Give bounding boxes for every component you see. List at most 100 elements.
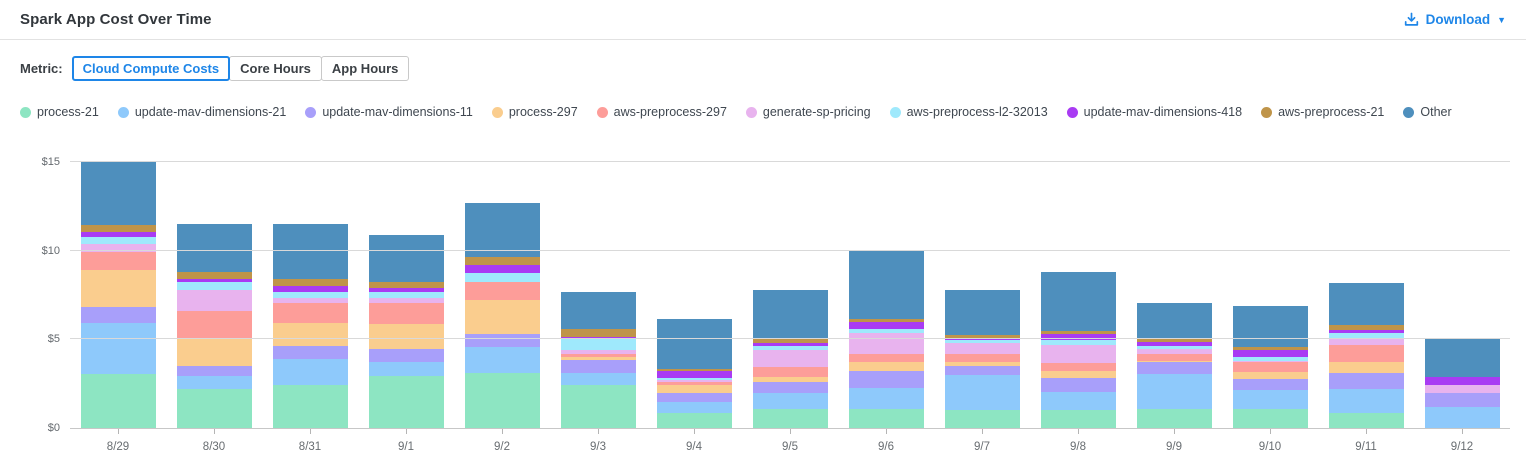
bar-segment-generate-sp-pricing[interactable] (272, 297, 348, 304)
bar-segment-generate-sp-pricing[interactable] (368, 297, 444, 304)
bar-segment-aws-preprocess-l2-32013[interactable] (752, 346, 828, 351)
bar-segment-generate-sp-pricing[interactable] (176, 289, 252, 311)
bar-segment-generate-sp-pricing[interactable] (1232, 360, 1308, 363)
bar-segment-process-21[interactable] (464, 373, 540, 428)
bar-8-29[interactable] (80, 162, 156, 428)
bar-segment-aws-preprocess-l2-32013[interactable] (368, 292, 444, 298)
bar-segment-aws-preprocess-21[interactable] (1040, 330, 1116, 335)
bar-segment-process-297[interactable] (560, 357, 636, 360)
bar-segment-process-21[interactable] (368, 375, 444, 428)
bar-segment-update-mav-dimensions-21[interactable] (1136, 373, 1212, 410)
metric-option-core-hours[interactable]: Core Hours (229, 56, 322, 81)
bar-segment-aws-preprocess-21[interactable] (848, 319, 924, 322)
bar-segment-generate-sp-pricing[interactable] (1424, 384, 1500, 393)
bar-segment-update-mav-dimensions-11[interactable] (368, 349, 444, 363)
legend-item-update-mav-dimensions-11[interactable]: update-mav-dimensions-11 (305, 105, 473, 119)
bar-segment-other[interactable] (464, 202, 540, 257)
bar-segment-process-297[interactable] (1136, 360, 1212, 363)
bar-segment-generate-sp-pricing[interactable] (1136, 349, 1212, 354)
bar-segment-update-mav-dimensions-11[interactable] (944, 365, 1020, 375)
bar-segment-process-297[interactable] (272, 323, 348, 347)
bar-segment-process-21[interactable] (272, 385, 348, 428)
bar-segment-update-mav-dimensions-21[interactable] (1232, 389, 1308, 410)
bar-segment-aws-preprocess-21[interactable] (1136, 338, 1212, 343)
bar-segment-update-mav-dimensions-418[interactable] (944, 338, 1020, 341)
bar-segment-process-21[interactable] (656, 412, 732, 428)
bar-segment-aws-preprocess-l2-32013[interactable] (176, 281, 252, 290)
bar-segment-process-297[interactable] (80, 270, 156, 307)
bar-segment-update-mav-dimensions-21[interactable] (944, 374, 1020, 411)
bar-segment-process-297[interactable] (368, 324, 444, 350)
bar-segment-process-21[interactable] (944, 410, 1020, 428)
bar-segment-update-mav-dimensions-11[interactable] (1136, 362, 1212, 374)
bar-segment-aws-preprocess-21[interactable] (944, 335, 1020, 339)
bar-segment-other[interactable] (80, 162, 156, 226)
bar-segment-update-mav-dimensions-21[interactable] (752, 392, 828, 409)
bar-segment-process-297[interactable] (464, 300, 540, 335)
bar-segment-update-mav-dimensions-11[interactable] (80, 306, 156, 324)
bar-segment-process-297[interactable] (176, 337, 252, 366)
bar-segment-aws-preprocess-297[interactable] (656, 381, 732, 386)
bar-segment-process-21[interactable] (560, 385, 636, 428)
bar-segment-update-mav-dimensions-11[interactable] (656, 392, 732, 403)
bar-segment-aws-preprocess-21[interactable] (752, 339, 828, 343)
bar-segment-aws-preprocess-21[interactable] (272, 279, 348, 287)
bar-segment-generate-sp-pricing[interactable] (848, 333, 924, 355)
bar-segment-other[interactable] (1040, 272, 1116, 331)
bar-segment-other[interactable] (944, 289, 1020, 335)
bar-segment-other[interactable] (560, 291, 636, 329)
bar-segment-update-mav-dimensions-11[interactable] (848, 371, 924, 389)
bar-segment-update-mav-dimensions-418[interactable] (272, 286, 348, 293)
bar-segment-other[interactable] (1424, 337, 1500, 377)
bar-segment-generate-sp-pricing[interactable] (944, 342, 1020, 354)
bar-segment-other[interactable] (1136, 303, 1212, 339)
bar-segment-aws-preprocess-21[interactable] (464, 256, 540, 265)
bar-segment-aws-preprocess-l2-32013[interactable] (1328, 333, 1404, 338)
bar-segment-generate-sp-pricing[interactable] (1328, 337, 1404, 345)
bar-segment-update-mav-dimensions-418[interactable] (1328, 329, 1404, 334)
bar-8-31[interactable] (272, 224, 348, 428)
bar-segment-process-21[interactable] (1136, 409, 1212, 428)
bar-segment-aws-preprocess-297[interactable] (1328, 344, 1404, 363)
bar-segment-process-21[interactable] (176, 389, 252, 428)
bar-segment-aws-preprocess-21[interactable] (368, 281, 444, 288)
metric-option-app-hours[interactable]: App Hours (320, 56, 410, 81)
bar-segment-generate-sp-pricing[interactable] (1040, 344, 1116, 364)
bar-8-30[interactable] (176, 224, 252, 428)
bar-segment-update-mav-dimensions-418[interactable] (80, 232, 156, 237)
bar-segment-process-297[interactable] (944, 361, 1020, 366)
bar-segment-aws-preprocess-297[interactable] (752, 366, 828, 377)
bar-segment-process-21[interactable] (752, 408, 828, 428)
bar-segment-aws-preprocess-l2-32013[interactable] (1232, 357, 1308, 361)
bar-9-2[interactable] (464, 202, 540, 428)
bar-segment-aws-preprocess-297[interactable] (272, 303, 348, 324)
bar-segment-update-mav-dimensions-418[interactable] (464, 264, 540, 273)
bar-segment-aws-preprocess-297[interactable] (560, 353, 636, 358)
bar-segment-update-mav-dimensions-11[interactable] (1424, 392, 1500, 407)
bar-segment-generate-sp-pricing[interactable] (80, 243, 156, 253)
bar-segment-update-mav-dimensions-418[interactable] (1232, 350, 1308, 358)
bar-segment-update-mav-dimensions-418[interactable] (368, 287, 444, 293)
bar-segment-aws-preprocess-297[interactable] (1040, 363, 1116, 372)
bar-segment-aws-preprocess-l2-32013[interactable] (272, 292, 348, 298)
bar-segment-update-mav-dimensions-11[interactable] (176, 365, 252, 376)
bar-segment-other[interactable] (368, 234, 444, 282)
legend-item-process-21[interactable]: process-21 (20, 105, 99, 119)
bar-segment-aws-preprocess-l2-32013[interactable] (464, 272, 540, 282)
bar-9-12[interactable] (1424, 337, 1500, 428)
bar-segment-update-mav-dimensions-418[interactable] (1424, 376, 1500, 385)
bar-segment-update-mav-dimensions-21[interactable] (176, 375, 252, 389)
bar-segment-aws-preprocess-l2-32013[interactable] (656, 377, 732, 381)
bar-segment-process-21[interactable] (1232, 409, 1308, 428)
legend-item-aws-preprocess-21[interactable]: aws-preprocess-21 (1261, 105, 1384, 119)
bar-9-3[interactable] (560, 291, 636, 428)
bar-segment-update-mav-dimensions-11[interactable] (1232, 379, 1308, 390)
bar-9-11[interactable] (1328, 282, 1404, 428)
bar-9-10[interactable] (1232, 305, 1308, 428)
bar-segment-update-mav-dimensions-21[interactable] (464, 347, 540, 374)
bar-segment-aws-preprocess-297[interactable] (944, 353, 1020, 362)
bar-segment-other[interactable] (176, 224, 252, 273)
bar-segment-aws-preprocess-l2-32013[interactable] (1136, 345, 1212, 350)
bar-segment-aws-preprocess-l2-32013[interactable] (944, 340, 1020, 343)
bar-segment-process-21[interactable] (80, 373, 156, 428)
